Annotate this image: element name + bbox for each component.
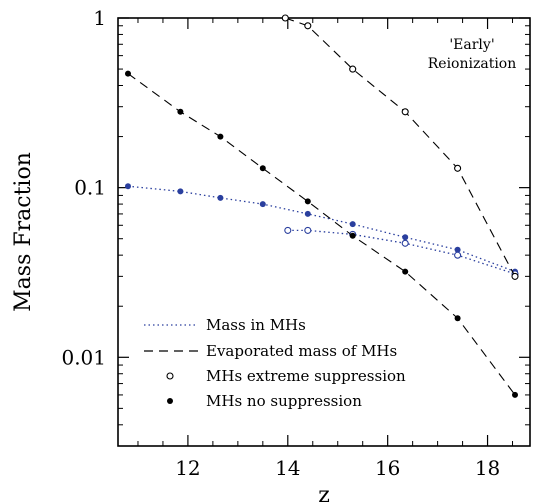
data-point — [304, 198, 311, 205]
y-tick-label: 0.1 — [74, 176, 106, 200]
data-point — [284, 226, 292, 234]
data-point — [177, 108, 184, 115]
data-point — [304, 22, 312, 30]
data-point — [259, 201, 266, 208]
data-point — [454, 164, 462, 172]
data-point — [349, 232, 356, 239]
legend-label-no-suppression: MHs no suppression — [206, 392, 362, 410]
data-point — [349, 65, 357, 73]
data-point — [512, 391, 518, 398]
data-point — [125, 70, 131, 77]
series-line — [285, 17, 516, 277]
series-mass-in-mhs-no-suppression — [125, 183, 518, 275]
data-point — [217, 133, 224, 140]
data-point — [281, 14, 289, 22]
y-tick-label: 1 — [93, 6, 106, 30]
data-point — [511, 272, 519, 280]
data-point — [349, 221, 356, 228]
data-point — [402, 234, 409, 241]
data-point — [454, 251, 462, 259]
data-point — [125, 183, 131, 190]
series-evaporated-extreme-suppression — [281, 14, 519, 280]
data-point — [401, 108, 409, 116]
data-point — [454, 315, 461, 322]
y-tick-label: 0.01 — [61, 345, 106, 369]
legend-label-extreme-suppression: MHs extreme suppression — [206, 367, 406, 385]
data-point — [401, 239, 409, 247]
series-line — [127, 73, 516, 396]
x-tick-label: 12 — [175, 456, 200, 480]
y-axis-title: Mass Fraction — [11, 152, 36, 312]
x-axis-title: z — [318, 483, 330, 503]
series-evaporated-no-suppression — [125, 70, 518, 398]
legend-open-marker — [166, 372, 174, 380]
series-line — [287, 229, 516, 275]
axis-ticks — [118, 17, 530, 446]
x-tick-label: 16 — [375, 456, 400, 480]
x-tick-label: 14 — [275, 456, 300, 480]
legend-filled-marker — [167, 398, 173, 404]
axis-tick-labels: 12 14 16 18 0.01 0.1 1 — [61, 6, 500, 480]
annotation-line-2: Reionization — [428, 56, 517, 72]
plot-frame — [117, 17, 531, 447]
x-tick-label: 18 — [475, 456, 500, 480]
data-point — [304, 210, 311, 217]
data-point — [402, 268, 409, 275]
data-point — [217, 194, 224, 201]
annotation: 'Early' Reionization — [428, 37, 517, 72]
data-point — [304, 226, 312, 234]
legend: Mass in MHs Evaporated mass of MHs MHs e… — [144, 316, 406, 410]
series-line — [127, 185, 516, 273]
annotation-line-1: 'Early' — [449, 37, 494, 53]
legend-label-evaporated: Evaporated mass of MHs — [206, 342, 397, 360]
legend-label-mass-in-mhs: Mass in MHs — [206, 316, 306, 334]
series-layer — [125, 14, 519, 398]
data-point — [177, 188, 184, 195]
data-point — [259, 165, 266, 172]
data-point — [454, 246, 461, 253]
